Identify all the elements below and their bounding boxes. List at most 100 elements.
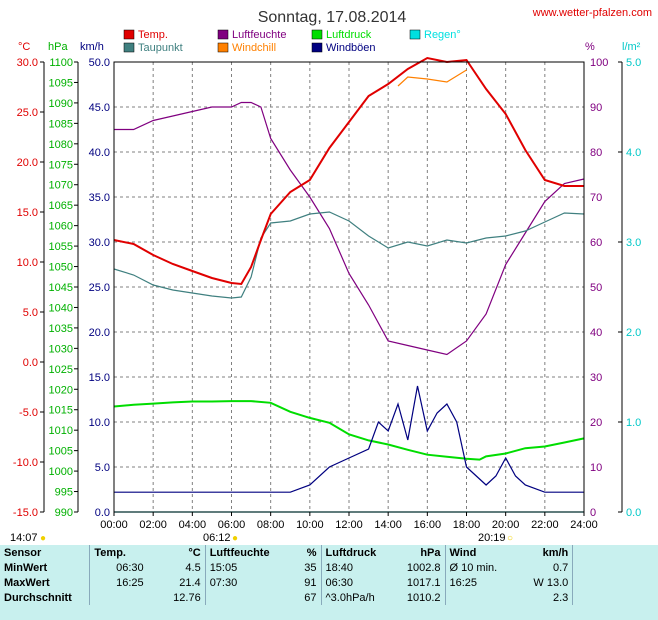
pressure-tick-label: 1045 [49, 282, 73, 294]
pressure-tick-label: 995 [55, 487, 73, 499]
x-tick-label: 00:00 [100, 519, 128, 531]
stats-h-temp: Temp. [94, 546, 126, 559]
x-tick-label: 06:00 [218, 519, 246, 531]
stats-h-wind-unit: km/h [516, 545, 574, 560]
legend-label: Luftdruck [326, 29, 372, 41]
stats-wind-time: Ø 10 min. [449, 561, 498, 574]
stats-pressure-value: 1017.1 [391, 575, 446, 590]
stats-temp-value: 4.5 [147, 560, 206, 575]
stats-panel: Sensor Temp. °C Luftfeuchte % Luftdruck … [0, 545, 658, 620]
unit-wind: km/h [80, 41, 104, 53]
x-axis-ticks: 00:00 02:00 04:00 06:00 08:00 10:00 12:00 14:00… [100, 512, 598, 531]
stats-wind-value: 2.3 [516, 590, 574, 605]
x-tick-label: 14:00 [374, 519, 402, 531]
temp-tick-label: -5.0 [19, 407, 38, 419]
x-tick-label: 24:00 [570, 519, 598, 531]
wind-tick-label: 45.0 [89, 102, 110, 114]
humidity-tick-label: 0 [590, 507, 596, 519]
humidity-tick-label: 20 [590, 417, 602, 429]
stats-humidity-value: 91 [283, 575, 322, 590]
wind-tick-label: 40.0 [89, 147, 110, 159]
wind-tick-label: 25.0 [89, 282, 110, 294]
pressure-tick-label: 1050 [49, 262, 73, 274]
x-tick-label: 12:00 [335, 519, 363, 531]
pressure-tick-label: 990 [55, 507, 73, 519]
temp-tick-label: 0.0 [23, 357, 38, 369]
chart-title: Sonntag, 17.08.2014 [258, 9, 407, 26]
stats-humidity-time: 15:05 [209, 561, 238, 574]
sun-now-icon: ● [40, 533, 46, 544]
humidity-tick-label: 100 [590, 57, 608, 69]
pressure-tick-label: 1025 [49, 364, 73, 376]
series-line-luftdruck [113, 400, 585, 461]
temp-tick-label: 25.0 [17, 107, 38, 119]
site-link[interactable]: www.wetter-pfalzen.com [532, 7, 652, 19]
humidity-tick-label: 80 [590, 147, 602, 159]
stats-row-min: MinWert 06:30 4.5 15:05 35 18:40 1002.8 … [0, 560, 658, 575]
stats-temp-value: 21.4 [147, 575, 206, 590]
x-tick-label: 20:00 [492, 519, 520, 531]
stats-wind-time [445, 590, 517, 605]
pressure-tick-label: 1055 [49, 241, 73, 253]
legend-swatch [311, 29, 323, 40]
legend-label: Windchill [232, 42, 276, 54]
x-tick-label: 16:00 [414, 519, 442, 531]
humidity-tick-label: 60 [590, 237, 602, 249]
stats-row-avg: Durchschnitt 12.76 67 ^3.0hPa/h 1010.2 2… [0, 590, 658, 605]
temp-tick-label: 15.0 [17, 207, 38, 219]
wind-tick-label: 0.0 [95, 507, 110, 519]
sunset-icon: ○ [507, 533, 513, 544]
humidity-tick-label: 70 [590, 192, 602, 204]
series-line-taupunkt [113, 211, 585, 299]
stats-row-label: MaxWert [0, 575, 91, 590]
x-tick-label: 22:00 [531, 519, 559, 531]
wind-tick-label: 15.0 [89, 372, 110, 384]
stats-pressure-time: ^3.0hPa/h [325, 591, 375, 604]
stats-h-humidity: Luftfeuchte [209, 546, 270, 559]
rain-tick-label: 1.0 [626, 417, 641, 429]
unit-temp: °C [18, 41, 30, 53]
x-tick-label: 08:00 [257, 519, 285, 531]
pressure-tick-label: 1095 [49, 77, 73, 89]
legend-label: Luftfeuchte [232, 29, 286, 41]
stats-pressure-value: 1002.8 [391, 560, 446, 575]
wind-tick-label: 5.0 [95, 462, 110, 474]
legend-label: Temp. [138, 29, 168, 41]
legend-swatch [123, 29, 135, 40]
stats-row-label: Durchschnitt [0, 590, 91, 605]
legend-swatch [217, 29, 229, 40]
temp-tick-label: 20.0 [17, 157, 38, 169]
grid [114, 62, 584, 512]
legend-swatch [409, 29, 421, 40]
stats-wind-value: W 13.0 [516, 575, 574, 590]
series-line-windben [114, 385, 584, 493]
stats-h-sensor: Sensor [0, 545, 91, 560]
rain-tick-label: 4.0 [626, 147, 641, 159]
pressure-tick-label: 1060 [49, 221, 73, 233]
pressure-tick-label: 1100 [49, 57, 73, 69]
sunrise-icon: ● [232, 533, 238, 544]
pressure-tick-label: 1090 [49, 98, 73, 110]
sunrise-label: 06:12 [203, 532, 231, 544]
humidity-tick-label: 50 [590, 282, 602, 294]
stats-h-humidity-unit: % [283, 545, 322, 560]
pressure-tick-label: 1020 [49, 384, 73, 396]
pressure-tick-label: 1030 [49, 343, 73, 355]
series-line-temp [113, 56, 584, 286]
temp-tick-label: 10.0 [17, 257, 38, 269]
stats-humidity-time [205, 590, 283, 605]
legend-label: Regen° [424, 29, 461, 41]
weather-chart: Sonntag, 17.08.2014 www.wetter-pfalzen.c… [10, 7, 652, 544]
legend: Temp. Luftfeuchte Luftdruck Regen° Taupunkt W… [123, 29, 461, 54]
pressure-tick-label: 1010 [49, 425, 73, 437]
stats-humidity-value: 67 [283, 590, 322, 605]
stats-empty [573, 575, 658, 590]
x-tick-label: 04:00 [179, 519, 207, 531]
rain-tick-label: 5.0 [626, 57, 641, 69]
x-tick-label: 10:00 [296, 519, 324, 531]
wind-tick-label: 50.0 [89, 57, 110, 69]
pressure-tick-label: 1015 [49, 405, 73, 417]
temp-tick-label: -10.0 [13, 457, 38, 469]
stats-h-empty [573, 545, 658, 560]
humidity-tick-label: 90 [590, 102, 602, 114]
